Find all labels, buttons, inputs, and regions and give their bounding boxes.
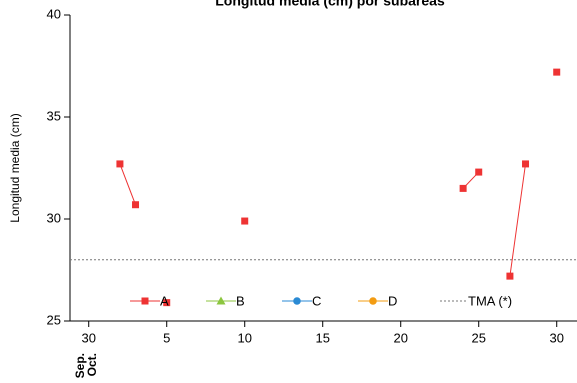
series-line	[120, 72, 557, 276]
x-tick-label: 20	[393, 330, 407, 345]
legend-marker	[216, 296, 226, 305]
data-point	[553, 68, 561, 76]
data-point	[522, 160, 530, 168]
y-tick-label: 30	[47, 210, 61, 225]
data-point	[459, 184, 467, 192]
y-tick-label: 40	[47, 6, 61, 21]
x-period-label: Oct.	[85, 353, 99, 376]
legend-marker	[369, 297, 377, 305]
y-axis-label: Longitud media (cm)	[8, 113, 22, 222]
legend-label: C	[312, 293, 321, 308]
x-tick-label: 10	[237, 330, 251, 345]
legend-label: D	[388, 293, 397, 308]
data-point	[506, 272, 514, 280]
x-tick-label: 30	[549, 330, 563, 345]
x-tick-label: 5	[163, 330, 170, 345]
data-point	[475, 168, 483, 176]
legend-marker	[141, 297, 149, 305]
x-tick-label: 15	[315, 330, 329, 345]
data-point	[116, 160, 124, 168]
legend-label: B	[236, 293, 245, 308]
x-period-label: Sep.	[73, 353, 87, 378]
y-tick-label: 25	[47, 312, 61, 327]
legend-label: A	[160, 293, 169, 308]
y-tick-label: 35	[47, 108, 61, 123]
x-tick-label: 25	[471, 330, 485, 345]
data-point	[163, 299, 171, 307]
legend-marker	[293, 297, 301, 305]
data-point	[132, 201, 140, 209]
x-tick-label: 30	[81, 330, 95, 345]
data-point	[241, 217, 249, 225]
legend-label: TMA (*)	[468, 293, 512, 308]
chart-title: Longitud media (cm) por subareas	[215, 0, 445, 9]
